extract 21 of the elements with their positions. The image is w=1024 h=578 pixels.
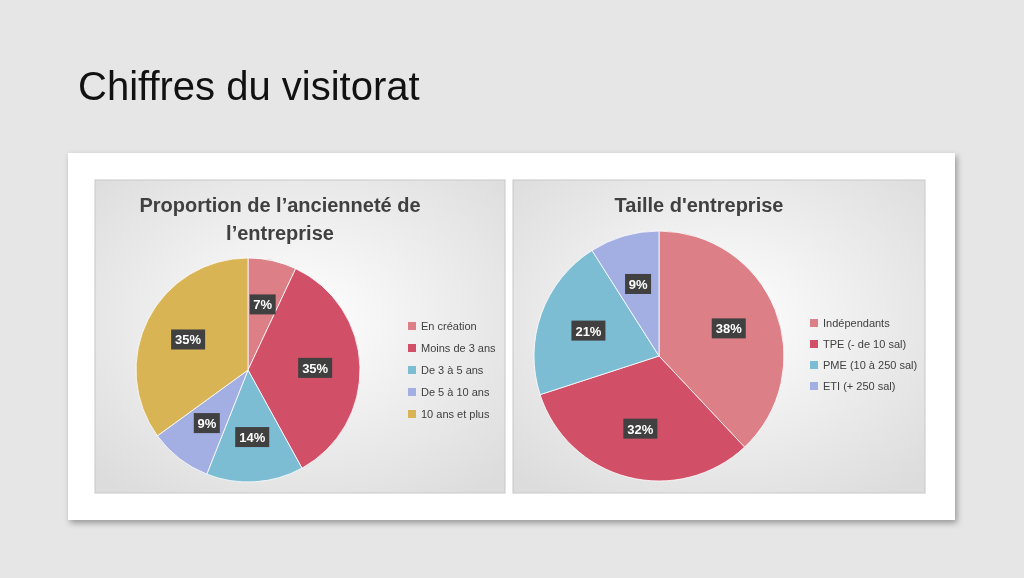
legend-label: Moins de 3 ans — [421, 342, 497, 354]
data-label: 14% — [239, 430, 266, 446]
legend-label: De 5 à 10 ans — [421, 386, 490, 398]
data-label: 9% — [628, 276, 648, 292]
legend-label: De 3 à 5 ans — [421, 364, 484, 376]
legend-label: 10 ans et plus — [421, 408, 490, 420]
chart-title: Taille d'entreprise — [614, 194, 784, 216]
chart-title: Proportion de l’ancienneté de l’entreprise — [139, 194, 421, 244]
legend-label: TPE (- de 10 sal) — [823, 338, 907, 350]
legend-label: En création — [421, 320, 477, 332]
text: Chiffres du visitorat — [78, 64, 420, 108]
legend-label: ETI (+ 250 sal) — [823, 380, 896, 392]
data-label: 35% — [175, 332, 202, 348]
data-label: 32% — [627, 421, 654, 437]
data-label: 7% — [253, 297, 273, 313]
legend-label: Indépendants — [823, 317, 891, 329]
data-label: 35% — [302, 360, 329, 376]
data-label: 38% — [715, 321, 743, 337]
data-label: 21% — [575, 323, 602, 339]
data-label: 9% — [197, 416, 217, 432]
legend-label: PME (10 à 250 sal) — [823, 359, 918, 371]
